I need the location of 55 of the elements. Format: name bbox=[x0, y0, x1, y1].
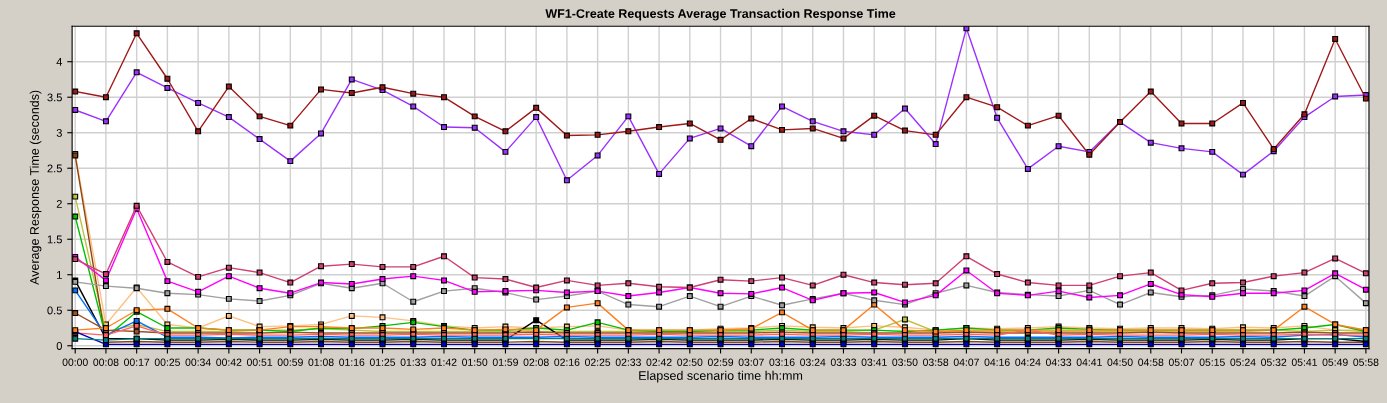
x-tick-label: 01:16 bbox=[339, 358, 365, 366]
x-tick-label: 04:41 bbox=[1076, 358, 1102, 366]
x-tick-label: 05:41 bbox=[1291, 358, 1317, 366]
x-tick-label: 03:24 bbox=[800, 358, 826, 366]
x-tick-label: 02:25 bbox=[585, 358, 611, 366]
x-tick-label: 00:42 bbox=[216, 358, 242, 366]
x-tick-label: 01:50 bbox=[462, 358, 488, 366]
x-tick-label: 03:16 bbox=[769, 358, 795, 366]
x-tick-label: 00:17 bbox=[124, 358, 150, 366]
x-tick-label: 01:59 bbox=[492, 358, 518, 366]
x-tick-label: 01:25 bbox=[369, 358, 396, 366]
x-tick-label: 05:24 bbox=[1230, 358, 1256, 366]
x-tick-label: 02:16 bbox=[554, 358, 580, 366]
x-tick-label: 00:59 bbox=[277, 358, 303, 366]
x-tick-label: 02:59 bbox=[707, 358, 734, 366]
y-tick-label: 0.5 bbox=[47, 306, 62, 315]
y-tick-label: 3 bbox=[56, 128, 62, 137]
y-axis-title: Average Response Time (seconds) bbox=[29, 90, 42, 285]
x-tick-label: 05:49 bbox=[1322, 358, 1348, 366]
x-tick-label: 00:08 bbox=[93, 358, 119, 366]
y-tick-label: 3.5 bbox=[47, 93, 62, 102]
x-tick-label: 03:07 bbox=[738, 358, 764, 366]
y-tick-label: 2.5 bbox=[47, 164, 62, 173]
x-tick-label: 03:33 bbox=[830, 358, 857, 366]
x-tick-label: 04:24 bbox=[1015, 358, 1041, 366]
y-tick-label: 1 bbox=[57, 271, 62, 279]
x-tick-label: 04:07 bbox=[953, 358, 979, 366]
x-tick-label: 04:50 bbox=[1107, 358, 1133, 366]
x-tick-label: 00:00 bbox=[62, 358, 88, 366]
x-tick-label: 04:16 bbox=[984, 358, 1010, 366]
x-tick-label: 03:50 bbox=[892, 358, 918, 366]
x-tick-label: 03:58 bbox=[923, 358, 949, 366]
x-tick-label: 05:58 bbox=[1353, 358, 1379, 366]
x-tick-label: 01:08 bbox=[308, 358, 334, 366]
x-tick-label: 02:33 bbox=[615, 358, 641, 366]
y-tick-label: 2 bbox=[56, 200, 62, 208]
y-tick-label: 1.5 bbox=[47, 235, 62, 244]
x-tick-label: 02:42 bbox=[646, 358, 672, 366]
x-tick-label: 01:33 bbox=[400, 358, 426, 366]
x-tick-label: 04:58 bbox=[1138, 358, 1164, 366]
x-tick-label: 00:51 bbox=[246, 358, 273, 366]
y-tick-label: 0 bbox=[56, 342, 62, 350]
x-axis-title: Elapsed scenario time hh:mm bbox=[639, 370, 803, 383]
x-tick-label: 00:34 bbox=[185, 358, 211, 366]
y-tick-label: 4 bbox=[56, 58, 63, 66]
x-tick-label: 02:50 bbox=[677, 358, 703, 366]
x-tick-label: 05:15 bbox=[1199, 358, 1225, 366]
x-tick-label: 03:41 bbox=[861, 358, 887, 366]
x-tick-label: 01:42 bbox=[431, 358, 457, 366]
x-tick-label: 02:08 bbox=[523, 358, 549, 366]
x-tick-label: 05:32 bbox=[1261, 358, 1287, 366]
x-tick-label: 04:33 bbox=[1045, 358, 1072, 366]
x-tick-label: 00:25 bbox=[154, 358, 180, 366]
chart-title: WF1-Create Requests Average Transaction Response Time bbox=[545, 8, 896, 21]
x-tick-label: 05:07 bbox=[1168, 358, 1195, 366]
